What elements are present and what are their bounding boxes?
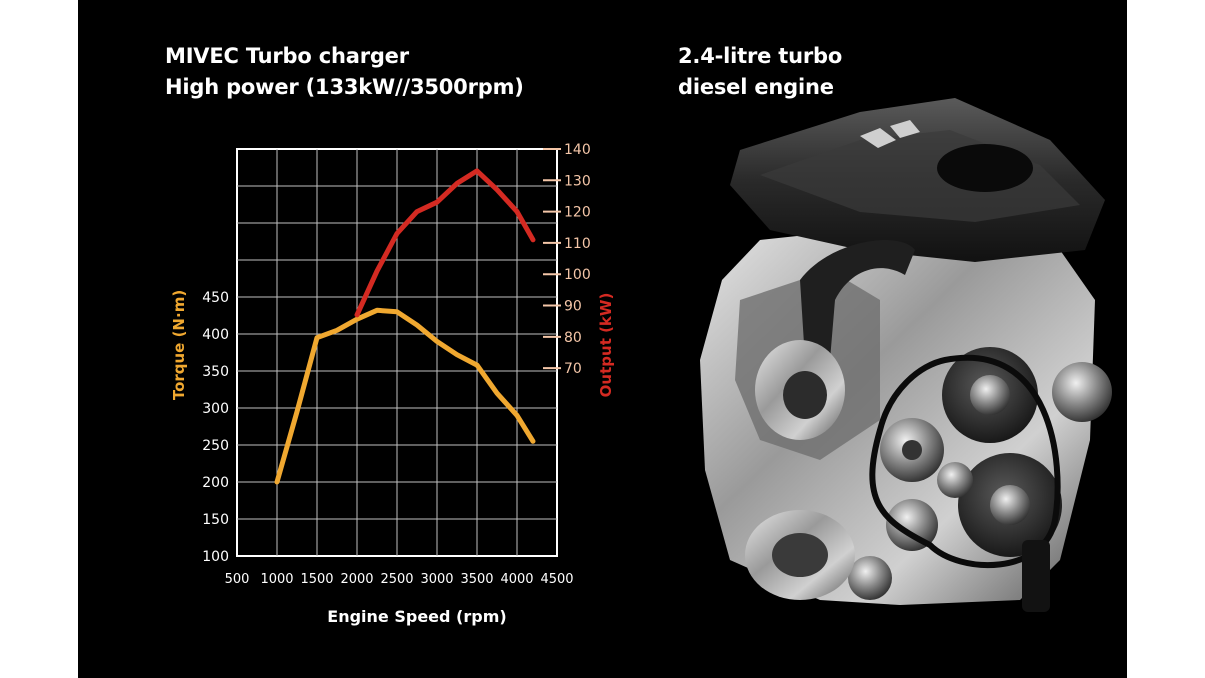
output-line: [354, 168, 536, 318]
right-tick-label: 70: [564, 361, 582, 377]
engine-heading-line2: diesel engine: [678, 75, 834, 99]
right-tick-label: 120: [564, 205, 591, 221]
torque-line: [274, 307, 536, 485]
x-tick-label: 2000: [340, 572, 373, 587]
intake-pipe: [800, 240, 915, 360]
x-tick-label: 4500: [540, 572, 573, 587]
x-tick-label: 1000: [260, 572, 293, 587]
right-tick-label: 140: [564, 142, 591, 158]
chart-heading-line2: High power (133kW//3500rpm): [165, 75, 524, 99]
left-tick-label: 150: [202, 512, 229, 528]
drive-belt: [869, 354, 1061, 569]
engine-heading-line1: 2.4-litre turbo: [678, 44, 843, 68]
left-tick-label: 200: [202, 475, 229, 491]
left-tick-label: 400: [202, 327, 229, 343]
x-tick-label: 4000: [500, 572, 533, 587]
x-tick-label: 1500: [300, 572, 333, 587]
left-tick-label: 250: [202, 438, 229, 454]
left-tick-label: 100: [202, 549, 229, 565]
right-tick-label: 100: [564, 267, 591, 283]
chart-heading-line1: MIVEC Turbo charger: [165, 44, 409, 68]
left-tick-label: 450: [202, 290, 229, 306]
left-axis-title: Torque (N·m): [170, 290, 188, 400]
engine-heading: 2.4-litre turbo diesel engine: [678, 41, 842, 103]
right-tick-label: 90: [564, 299, 582, 315]
left-tick-label: 300: [202, 401, 229, 417]
right-axis-title: Output (kW): [597, 293, 615, 398]
right-tick-label: 110: [564, 236, 591, 252]
right-tick-label: 130: [564, 173, 591, 189]
chart-heading: MIVEC Turbo charger High power (133kW//3…: [165, 41, 524, 103]
right-tick-label: 80: [564, 330, 582, 346]
x-tick-label: 3500: [460, 572, 493, 587]
x-axis-title: Engine Speed (rpm): [327, 607, 506, 626]
x-tick-label: 2500: [380, 572, 413, 587]
left-tick-label: 350: [202, 364, 229, 380]
x-tick-label: 500: [225, 572, 250, 587]
x-tick-label: 3000: [420, 572, 453, 587]
side-pump: [1052, 362, 1112, 422]
